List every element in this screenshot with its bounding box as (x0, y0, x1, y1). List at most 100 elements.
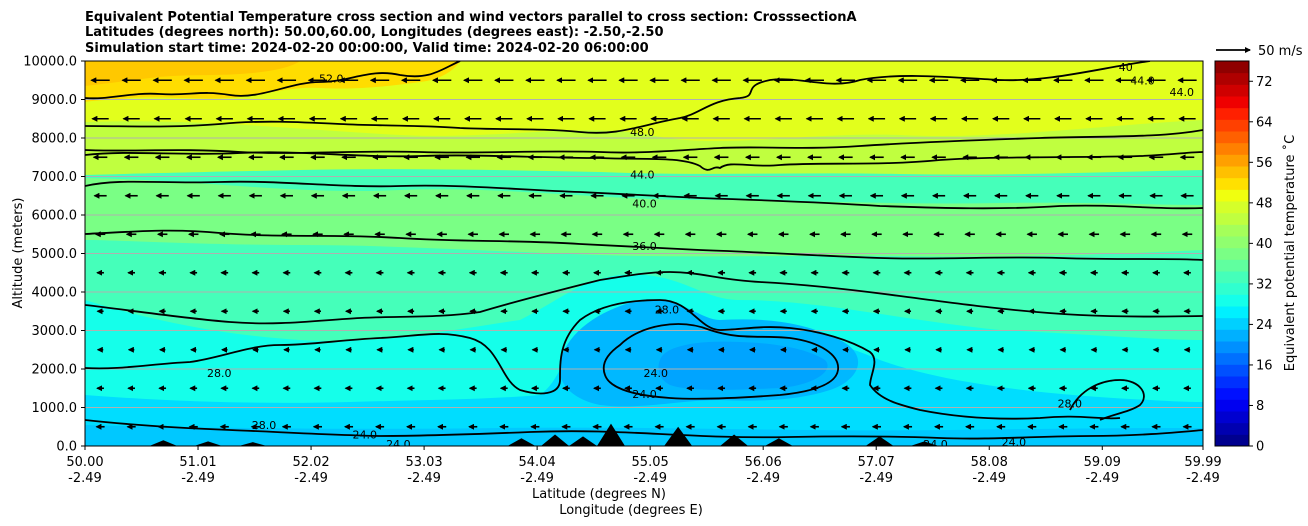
colorbar-segment-3 (1215, 399, 1249, 412)
colorbar-tick-label-4: 32 (1256, 277, 1273, 292)
colorbar-segment-15 (1215, 259, 1249, 272)
contour-label-text-0: 52.0 (319, 72, 344, 85)
x-tick-lat-10: 59.99 (1184, 455, 1221, 470)
contour-label-text-4: 36.0 (632, 240, 657, 253)
contour-label-14: 28.0 (1058, 398, 1083, 411)
x-tick-lat-4: 54.04 (519, 455, 556, 470)
colorbar-segment-8 (1215, 341, 1249, 354)
colorbar-label: Equivalent potential temperature ˚C (1282, 135, 1298, 371)
y-tick-label-6: 6000.0 (32, 209, 78, 224)
contour-label-text-3: 40.0 (632, 197, 657, 210)
quiver-key: 50 m/s (1216, 44, 1303, 59)
colorbar-segment-23 (1215, 166, 1249, 179)
x-tick-lon-6: -2.49 (746, 471, 780, 486)
wind-vectors (90, 77, 1197, 430)
contour-24-pool (602, 323, 839, 400)
contour-label-text-7: 28.0 (252, 419, 277, 432)
x-tick-lon-5: -2.49 (633, 471, 667, 486)
contour-label-text-10: 24.0 (353, 428, 378, 441)
colorbar-segment-2 (1215, 411, 1249, 424)
colorbar-segment-14 (1215, 271, 1249, 284)
colorbar-segment-19 (1215, 212, 1249, 225)
contour-label-10: 24.0 (353, 428, 378, 441)
contour-label-text-9: 24.0 (632, 388, 657, 401)
colorbar-segment-1 (1215, 422, 1249, 435)
colorbar-segment-5 (1215, 376, 1249, 389)
y-tick-label-3: 3000.0 (32, 324, 78, 339)
x-tick-lon-9: -2.49 (1085, 471, 1119, 486)
y-tick-label-8: 8000.0 (32, 132, 78, 147)
x-tick-lat-9: 59.09 (1084, 455, 1121, 470)
x-tick-lat-2: 52.02 (292, 455, 329, 470)
colorbar-segment-4 (1215, 387, 1249, 400)
contour-labels: 52.0 48.0 44.0 40.0 36.0 28.0 28.0 28.0 24.0 24.0… (207, 61, 1194, 451)
y-tick-label-5: 5000.0 (32, 247, 78, 262)
contour-label-1: 48.0 (630, 126, 655, 139)
x-axis-title-latitude: Latitude (degrees N) (532, 487, 666, 502)
colorbar-segment-18 (1215, 224, 1249, 237)
contour-40 (85, 180, 1203, 210)
contour-28 (85, 299, 1121, 420)
x-tick-lat-3: 53.03 (405, 455, 442, 470)
contour-28-right (1069, 379, 1145, 421)
x-tick-lat-1: 51.01 (179, 455, 216, 470)
x-tick-lon-8: -2.49 (972, 471, 1006, 486)
contour-label-text-14: 28.0 (1058, 398, 1083, 411)
x-tick-lon-7: -2.49 (859, 471, 893, 486)
y-tick-label-9: 9000.0 (32, 93, 78, 108)
colorbar-tick-label-6: 48 (1256, 196, 1273, 211)
colorbar-segment-13 (1215, 282, 1249, 295)
chart-title-line-3: Simulation start time: 2024-02-20 00:00:… (85, 41, 649, 56)
contour-32 (85, 271, 1203, 325)
contour-label-text-1: 48.0 (630, 126, 655, 139)
contour-label-text-5: 28.0 (655, 303, 680, 316)
contour-label-text-15: 44.0 (1130, 74, 1155, 87)
contour-label-text-8: 24.0 (644, 367, 669, 380)
colorbar-segment-30 (1215, 84, 1249, 97)
colorbar-segment-12 (1215, 294, 1249, 307)
contour-label-5: 28.0 (655, 303, 680, 316)
y-tick-label-1: 1000.0 (32, 401, 78, 416)
y-axis: 0.0 1000.0 2000.0 3000.0 4000.0 5000.0 6000.0 7… (23, 55, 85, 455)
y-axis-title: Altitude (meters) (11, 198, 26, 309)
x-tick-lon-3: -2.49 (407, 471, 441, 486)
contour-52 (85, 61, 461, 100)
contour-label-0: 52.0 (319, 72, 344, 85)
x-axis-title-longitude: Longitude (degrees E) (559, 503, 703, 518)
colorbar-tick-label-8: 64 (1256, 115, 1273, 130)
contour-label-16: 40 (1119, 61, 1133, 74)
y-tick-label-2: 2000.0 (32, 363, 78, 378)
colorbar-tick-label-2: 16 (1256, 358, 1273, 373)
x-tick-lat-7: 57.07 (858, 455, 895, 470)
field-cold-core (658, 341, 828, 390)
contour-label-text-13: 24.0 (923, 438, 948, 451)
contour-label-4: 36.0 (632, 240, 657, 253)
colorbar-segment-20 (1215, 201, 1249, 214)
colorbar-segment-28 (1215, 107, 1249, 120)
y-tick-label-10: 10000.0 (23, 55, 77, 70)
x-tick-lat-8: 58.08 (971, 455, 1008, 470)
contour-label-9: 24.0 (632, 388, 657, 401)
colorbar: 0 8 16 24 32 40 48 56 64 72 (1214, 60, 1273, 455)
colorbar-segment-31 (1215, 72, 1249, 85)
x-tick-lat-5: 55.05 (632, 455, 669, 470)
contour-label-text-11: 24.0 (386, 438, 411, 451)
y-tick-label-7: 7000.0 (32, 170, 78, 185)
colorbar-tick-label-1: 8 (1256, 399, 1264, 414)
x-tick-lon-1: -2.49 (181, 471, 215, 486)
x-tick-lon-4: -2.49 (520, 471, 554, 486)
contour-label-text-16: 40 (1119, 61, 1133, 74)
contour-lines (85, 61, 1203, 440)
colorbar-segment-21 (1215, 189, 1249, 202)
colorbar-tick-label-5: 40 (1256, 237, 1273, 252)
colorbar-tick-label-0: 0 (1256, 440, 1264, 455)
contour-label-11: 24.0 (386, 438, 411, 451)
contour-24-low (85, 419, 1203, 440)
field-warm-top-left-core (85, 61, 300, 86)
x-tick-lon-10: -2.49 (1186, 471, 1220, 486)
colorbar-segment-7 (1215, 352, 1249, 365)
colorbar-segment-32 (1215, 61, 1249, 74)
colorbar-segment-26 (1215, 131, 1249, 144)
contour-label-text-17: 44.0 (1169, 86, 1194, 99)
